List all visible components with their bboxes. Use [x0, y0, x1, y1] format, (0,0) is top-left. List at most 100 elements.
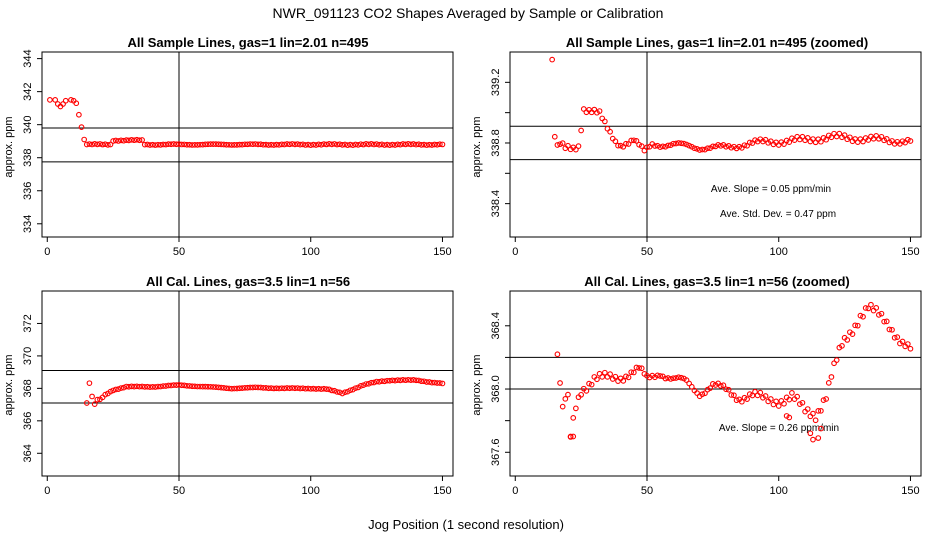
data-point: [392, 142, 398, 148]
data-point: [601, 369, 608, 376]
data-point: [102, 141, 109, 148]
data-point: [160, 383, 167, 389]
y-tick-label: 372: [22, 314, 34, 332]
data-point: [205, 141, 211, 148]
data-point: [213, 384, 219, 390]
data-point: [596, 108, 603, 114]
data-point: [215, 384, 222, 391]
data-point: [662, 375, 669, 382]
data-point: [83, 141, 90, 148]
data-point: [110, 387, 116, 394]
data-point: [141, 141, 148, 148]
data-point: [657, 373, 664, 379]
data-point: [191, 383, 198, 390]
x-tick-label: 100: [302, 246, 320, 258]
data-point: [578, 127, 584, 134]
data-point: [818, 425, 824, 432]
x-tick-label: 50: [173, 485, 185, 497]
data-point: [707, 385, 714, 391]
data-point: [633, 364, 640, 371]
data-point: [594, 376, 600, 383]
panel-title: All Sample Lines, gas=1 lin=2.01 n=495: [128, 35, 369, 50]
data-point: [549, 56, 556, 63]
data-point: [236, 141, 243, 148]
data-point: [883, 136, 890, 142]
data-point: [868, 301, 874, 308]
data-point: [357, 383, 364, 389]
data-point: [657, 144, 664, 150]
data-point: [667, 376, 674, 382]
data-point: [407, 141, 414, 148]
data-point: [352, 141, 359, 148]
data-point: [588, 381, 595, 388]
data-point: [110, 138, 116, 144]
panel-cal-lines: All Cal. Lines, gas=3.5 lin=1 n=56 appro…: [3, 274, 454, 497]
data-point: [415, 141, 422, 148]
data-point: [773, 398, 779, 405]
data-point: [723, 386, 729, 393]
data-point: [799, 399, 806, 406]
data-point: [786, 396, 793, 403]
data-point: [181, 141, 188, 148]
data-point: [551, 133, 558, 140]
data-point: [429, 379, 435, 386]
data-point: [131, 383, 138, 390]
data-point: [434, 141, 441, 148]
data-point: [205, 383, 211, 390]
data-point: [360, 141, 367, 148]
data-point: [184, 141, 190, 148]
data-point: [873, 133, 880, 139]
data-point: [715, 142, 721, 148]
data-point: [394, 141, 401, 148]
data-point: [239, 141, 246, 148]
data-point: [334, 389, 340, 395]
data-point: [723, 143, 729, 150]
data-point: [381, 378, 388, 385]
data-point: [389, 141, 396, 148]
panel-title: All Cal. Lines, gas=3.5 lin=1 n=56: [146, 274, 350, 289]
data-point: [173, 141, 180, 148]
data-point: [170, 141, 177, 147]
data-point: [860, 313, 866, 320]
data-point: [147, 142, 153, 148]
data-point: [431, 379, 438, 386]
data-point: [691, 145, 698, 152]
data-point: [160, 141, 167, 148]
data-point: [881, 318, 887, 325]
data-point: [218, 384, 225, 391]
data-point: [620, 377, 627, 384]
data-point: [379, 141, 385, 148]
data-point: [371, 141, 377, 148]
data-point: [652, 143, 658, 149]
x-tick-label: 0: [512, 485, 518, 497]
plot-frame: [509, 51, 922, 238]
data-point: [107, 388, 114, 395]
data-point: [878, 310, 885, 317]
data-point: [384, 141, 390, 148]
data-point: [318, 141, 325, 148]
data-point: [226, 385, 232, 392]
data-point: [686, 142, 693, 149]
data-point: [673, 140, 679, 147]
data-point: [601, 118, 608, 125]
data-point: [844, 337, 851, 343]
data-point: [625, 374, 632, 381]
data-point: [828, 134, 835, 141]
data-point: [815, 435, 822, 441]
data-point: [144, 141, 151, 148]
data-point: [397, 377, 404, 384]
data-point: [199, 383, 206, 390]
data-point: [392, 377, 398, 384]
data-point: [363, 141, 369, 147]
data-point: [273, 385, 280, 392]
data-point: [197, 383, 203, 390]
data-point: [612, 373, 619, 380]
data-point: [73, 100, 80, 107]
data-point: [281, 141, 288, 148]
data-point: [554, 142, 561, 148]
data-point: [118, 137, 124, 144]
data-point: [339, 142, 346, 148]
std-dev-annotation: Ave. Std. Dev. = 0.47 ppm: [720, 209, 836, 220]
data-point: [696, 147, 703, 153]
